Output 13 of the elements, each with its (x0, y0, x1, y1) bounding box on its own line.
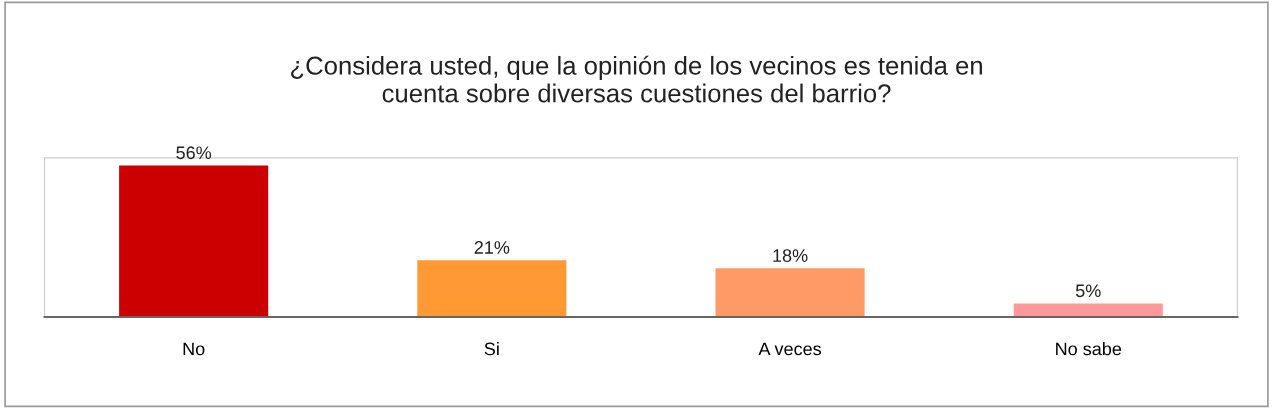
x-tick-label: Si (484, 342, 499, 356)
data-label: 5% (1075, 284, 1101, 298)
bar (1013, 303, 1163, 318)
bar (119, 165, 269, 318)
x-tick-label: No sabe (1056, 342, 1122, 356)
x-tick-label: No (183, 342, 205, 356)
data-label: 18% (773, 249, 808, 262)
bar (715, 268, 865, 318)
data-label: 21% (474, 241, 510, 254)
chart-title: ¿Considera usted, que la opinión de los vecinos es tenida en cuenta sobre diversas cuestiones del barrio? (291, 55, 982, 103)
data-label: 56% (176, 146, 212, 160)
x-tick-label: A veces (758, 342, 822, 356)
bar (417, 260, 567, 318)
